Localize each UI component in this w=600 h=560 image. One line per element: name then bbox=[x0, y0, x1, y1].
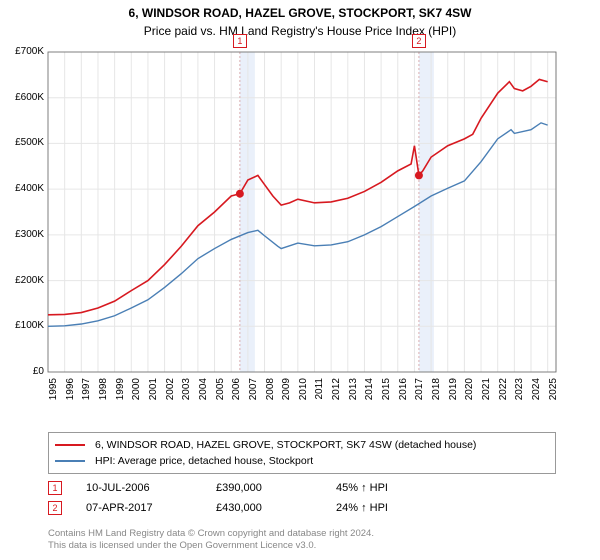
y-axis-label: £600K bbox=[2, 92, 44, 103]
x-axis-label: 1998 bbox=[98, 378, 109, 406]
legend-label: HPI: Average price, detached house, Stoc… bbox=[95, 455, 313, 467]
x-axis-label: 2021 bbox=[481, 378, 492, 406]
x-axis-label: 2014 bbox=[364, 378, 375, 406]
transaction-row: 1 10-JUL-2006£390,00045% ↑ HPI bbox=[48, 478, 556, 498]
chart-container: { "title": "6, WINDSOR ROAD, HAZEL GROVE… bbox=[0, 0, 600, 560]
y-axis-label: £100K bbox=[2, 320, 44, 331]
y-axis-label: £0 bbox=[2, 366, 44, 377]
x-axis-label: 2015 bbox=[381, 378, 392, 406]
chart-svg bbox=[0, 44, 600, 424]
x-axis-label: 1996 bbox=[65, 378, 76, 406]
transaction-price: £430,000 bbox=[216, 502, 336, 514]
x-axis-label: 2011 bbox=[314, 378, 325, 406]
x-axis-label: 1995 bbox=[48, 378, 59, 406]
transaction-row: 2 07-APR-2017£430,00024% ↑ HPI bbox=[48, 498, 556, 518]
x-axis-label: 2005 bbox=[215, 378, 226, 406]
legend-swatch bbox=[55, 444, 85, 446]
x-axis-label: 2009 bbox=[281, 378, 292, 406]
transaction-marker: 1 bbox=[233, 34, 247, 48]
transaction-diff: 24% ↑ HPI bbox=[336, 502, 556, 514]
x-axis-label: 2003 bbox=[181, 378, 192, 406]
transaction-date: 10-JUL-2006 bbox=[86, 482, 216, 494]
legend-item: 6, WINDSOR ROAD, HAZEL GROVE, STOCKPORT,… bbox=[55, 437, 549, 453]
chart-subtitle: Price paid vs. HM Land Registry's House … bbox=[0, 22, 600, 38]
x-axis-label: 2008 bbox=[265, 378, 276, 406]
x-axis-label: 2025 bbox=[548, 378, 559, 406]
x-axis-label: 2022 bbox=[498, 378, 509, 406]
transaction-marker-box: 2 bbox=[48, 501, 62, 515]
y-axis-label: £200K bbox=[2, 275, 44, 286]
x-axis-label: 2007 bbox=[248, 378, 259, 406]
transaction-diff: 45% ↑ HPI bbox=[336, 482, 556, 494]
x-axis-label: 2006 bbox=[231, 378, 242, 406]
x-axis-label: 2024 bbox=[531, 378, 542, 406]
x-axis-label: 2012 bbox=[331, 378, 342, 406]
x-axis-label: 2018 bbox=[431, 378, 442, 406]
chart-area: £0 £100K £200K £300K £400K £500K £600K £700K 199… bbox=[0, 44, 600, 424]
x-axis-label: 2010 bbox=[298, 378, 309, 406]
x-axis-label: 2001 bbox=[148, 378, 159, 406]
attribution-line2: This data is licensed under the Open Gov… bbox=[48, 540, 374, 552]
legend-item: HPI: Average price, detached house, Stoc… bbox=[55, 453, 549, 469]
x-axis-label: 2020 bbox=[464, 378, 475, 406]
transactions-table: 1 10-JUL-2006£390,00045% ↑ HPI 2 07-APR-201… bbox=[48, 478, 556, 518]
x-axis-label: 2023 bbox=[514, 378, 525, 406]
attribution-text: Contains HM Land Registry data © Crown c… bbox=[48, 528, 374, 553]
attribution-line1: Contains HM Land Registry data © Crown c… bbox=[48, 528, 374, 540]
y-axis-label: £300K bbox=[2, 229, 44, 240]
x-axis-label: 2019 bbox=[448, 378, 459, 406]
y-axis-label: £400K bbox=[2, 183, 44, 194]
chart-title: 6, WINDSOR ROAD, HAZEL GROVE, STOCKPORT,… bbox=[0, 0, 600, 22]
transaction-marker-box: 1 bbox=[48, 481, 62, 495]
x-axis-label: 2000 bbox=[131, 378, 142, 406]
legend-label: 6, WINDSOR ROAD, HAZEL GROVE, STOCKPORT,… bbox=[95, 439, 476, 451]
x-axis-label: 2016 bbox=[398, 378, 409, 406]
x-axis-label: 2004 bbox=[198, 378, 209, 406]
legend-swatch bbox=[55, 460, 85, 462]
x-axis-label: 2013 bbox=[348, 378, 359, 406]
legend-box: 6, WINDSOR ROAD, HAZEL GROVE, STOCKPORT,… bbox=[48, 432, 556, 474]
transaction-date: 07-APR-2017 bbox=[86, 502, 216, 514]
x-axis-label: 2017 bbox=[414, 378, 425, 406]
x-axis-label: 1999 bbox=[115, 378, 126, 406]
y-axis-label: £500K bbox=[2, 137, 44, 148]
x-axis-label: 1997 bbox=[81, 378, 92, 406]
transaction-marker: 2 bbox=[412, 34, 426, 48]
y-axis-label: £700K bbox=[2, 46, 44, 57]
transaction-price: £390,000 bbox=[216, 482, 336, 494]
x-axis-label: 2002 bbox=[165, 378, 176, 406]
